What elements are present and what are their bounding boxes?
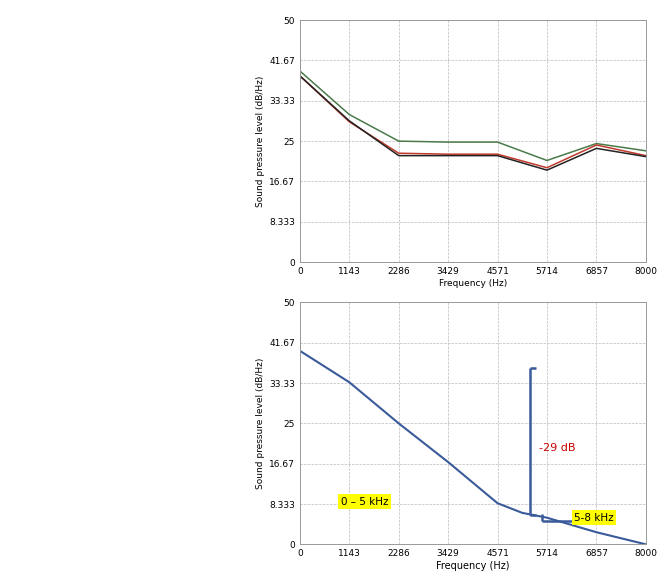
Y-axis label: Sound pressure level (dB/Hz): Sound pressure level (dB/Hz) bbox=[256, 75, 265, 207]
X-axis label: Frequency (Hz): Frequency (Hz) bbox=[436, 561, 509, 571]
Text: 5-8 kHz: 5-8 kHz bbox=[574, 513, 614, 522]
Text: -29 dB: -29 dB bbox=[539, 442, 575, 453]
Text: 0 – 5 kHz: 0 – 5 kHz bbox=[341, 497, 388, 507]
Y-axis label: Sound pressure level (dB/Hz): Sound pressure level (dB/Hz) bbox=[256, 358, 265, 489]
X-axis label: Frequency (Hz): Frequency (Hz) bbox=[439, 279, 507, 288]
